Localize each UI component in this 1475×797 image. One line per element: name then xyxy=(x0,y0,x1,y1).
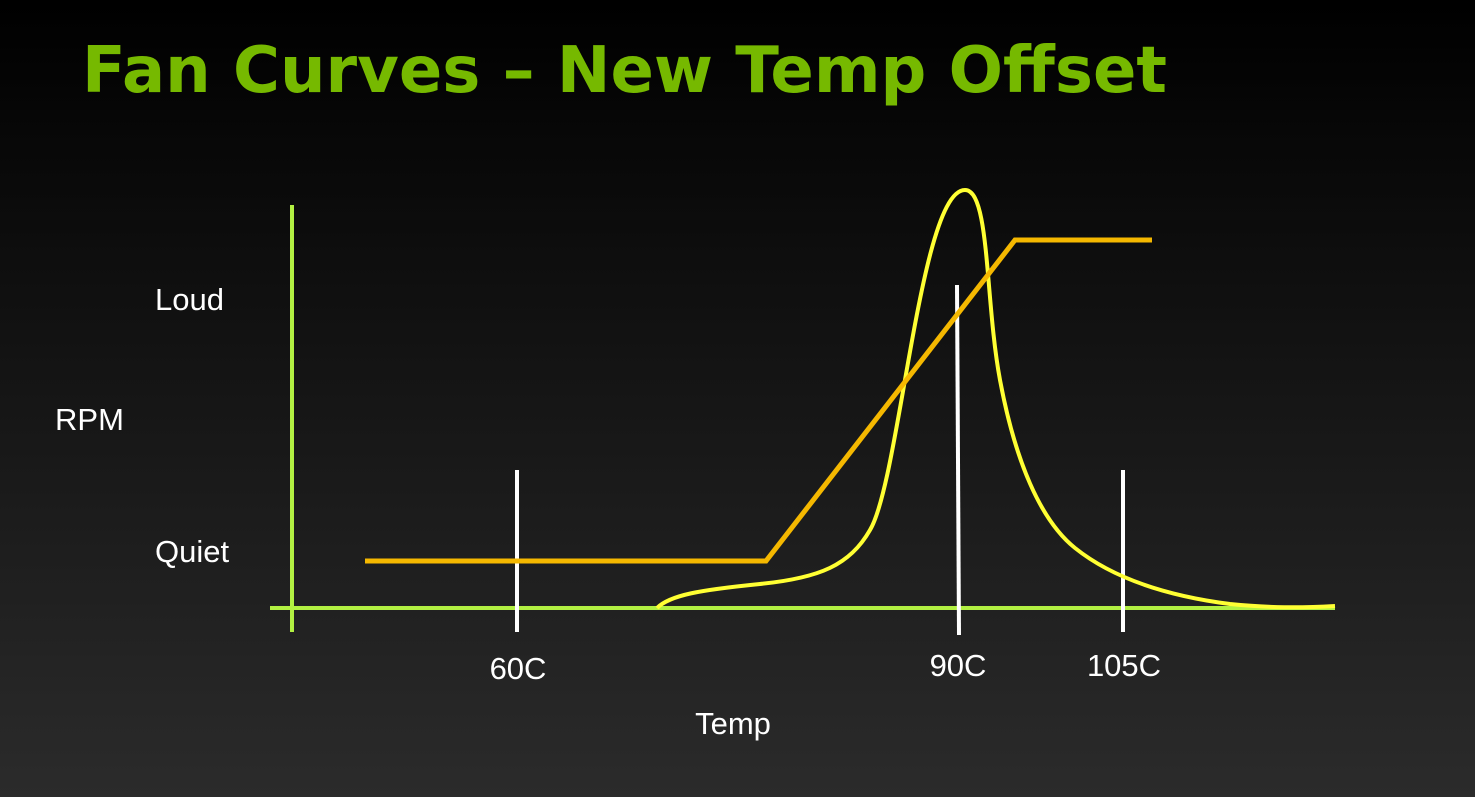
x-tick-label: 60C xyxy=(490,651,547,686)
fan-curve xyxy=(365,237,1152,564)
level-label: Quiet xyxy=(155,534,229,569)
y-axis-label: RPM xyxy=(55,402,124,437)
tick-line xyxy=(955,284,961,636)
slide-title: Fan Curves – New Temp Offset xyxy=(82,34,1167,108)
x-tick-label: 90C xyxy=(930,648,987,683)
x-axis-label: Temp xyxy=(695,706,771,741)
temperature-curve xyxy=(655,187,1336,610)
x-tick-label: 105C xyxy=(1087,648,1161,683)
level-label: Loud xyxy=(155,282,224,317)
